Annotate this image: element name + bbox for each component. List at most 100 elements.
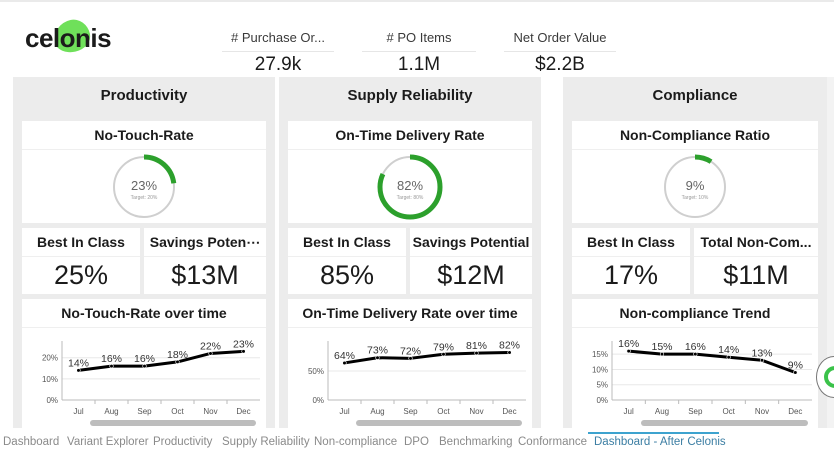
data-point[interactable] [375, 355, 380, 360]
gauge-chart: 23% Target: 20% [111, 154, 177, 220]
gauge-fill-arc [662, 154, 728, 220]
x-tick-label: Aug [655, 407, 669, 416]
column-supply-reliability: Supply Reliability On-Time Delivery Rate 8… [279, 77, 541, 428]
x-tick-label: Dec [502, 407, 516, 416]
data-label: 15% [651, 341, 672, 353]
active-tab-indicator [588, 432, 719, 434]
data-label: 18% [167, 349, 188, 361]
data-label: 79% [433, 341, 454, 353]
x-tick-label: Jul [73, 407, 83, 416]
tab-conformance[interactable]: Conformance [518, 436, 588, 448]
column-title: Productivity [100, 87, 188, 104]
chart-horizontal-scrollbar[interactable] [641, 420, 808, 426]
data-label: 13% [751, 347, 772, 359]
data-point[interactable] [76, 368, 81, 373]
y-tick-label: 0% [312, 396, 324, 405]
stat-label: Best In Class [22, 228, 140, 257]
x-tick-label: Dec [236, 407, 250, 416]
trend-chart-card: Non-compliance Trend 0% 5% 10% 15% Jul Aug Sep O… [572, 299, 818, 428]
data-point[interactable] [441, 352, 446, 357]
tab-dashboard-after-celonis[interactable]: Dashboard - After Celonis [594, 436, 726, 448]
line-chart: 0% 50% Jul Aug Sep Oct Nov Dec 64% 73% 72% 79% 81% 82… [308, 340, 526, 416]
chart-title: On-Time Delivery Rate over time [288, 299, 532, 328]
best-in-class-card: Best In Class 85% [288, 228, 406, 294]
x-tick-label: Nov [203, 407, 217, 416]
chart-title: Non-compliance Trend [572, 299, 818, 328]
kpi-purchase-orders: # Purchase Or... 27.9k [222, 30, 334, 76]
x-tick-label: Nov [469, 407, 483, 416]
data-label: 14% [718, 344, 739, 356]
tab-variant-explorer[interactable]: Variant Explorer [67, 436, 149, 448]
tab-benchmarking[interactable]: Benchmarking [439, 436, 513, 448]
kpi-net-order-value: Net Order Value $2.2B [504, 30, 616, 76]
y-tick-label: 10% [42, 375, 58, 384]
gauge-target: Target: 80% [397, 195, 424, 201]
data-point[interactable] [175, 359, 180, 365]
data-point[interactable] [109, 364, 114, 369]
data-point[interactable] [626, 349, 631, 354]
savings-card: Total Non-Com... $11M [694, 228, 818, 294]
savings-card: Savings Poten⋯ $13M [144, 228, 266, 294]
data-point[interactable] [659, 352, 665, 357]
tab-dpo[interactable]: DPO [404, 436, 429, 448]
right-scroll-area [827, 77, 834, 428]
chart-horizontal-scrollbar[interactable] [356, 420, 522, 426]
stat-value: $13M [171, 260, 239, 290]
tab-dashboard[interactable]: Dashboard [3, 436, 60, 448]
data-label: 22% [200, 340, 221, 352]
data-label: 16% [618, 338, 639, 350]
trend-chart-card: On-Time Delivery Rate over time 0% 50% Jul A… [288, 299, 532, 428]
column-compliance: Compliance Non-Compliance Ratio 9% Target: … [563, 77, 827, 428]
y-tick-label: 0% [596, 396, 608, 405]
stat-label: Best In Class [288, 228, 406, 257]
column-title: Supply Reliability [347, 87, 473, 104]
tab-non-compliance[interactable]: Non-compliance [314, 436, 398, 448]
data-point[interactable] [142, 364, 147, 369]
data-point[interactable] [342, 360, 347, 366]
stat-value: 25% [53, 260, 109, 290]
x-tick-label: Oct [437, 407, 450, 416]
data-label: 23% [233, 338, 254, 350]
data-point[interactable] [474, 351, 479, 356]
data-label: 16% [134, 353, 155, 365]
gauge-value: 23% [131, 178, 157, 193]
data-label: 72% [400, 345, 421, 357]
tab-productivity[interactable]: Productivity [153, 436, 213, 448]
data-point[interactable] [726, 355, 731, 360]
gauge-chart: 82% Target: 80% [377, 154, 443, 220]
x-tick-label: Oct [722, 407, 735, 416]
x-tick-label: Aug [370, 407, 384, 416]
kpi-value: $2.2B [535, 54, 585, 75]
y-tick-label: 15% [592, 350, 608, 359]
chart-horizontal-scrollbar[interactable] [90, 420, 256, 426]
x-tick-label: Oct [171, 407, 184, 416]
x-tick-label: Jul [624, 407, 634, 416]
tab-supply-reliability[interactable]: Supply Reliability [222, 436, 310, 448]
stat-value: 85% [319, 260, 375, 290]
data-point[interactable] [693, 352, 698, 357]
gauge-card: Non-Compliance Ratio 9% Target: 10% [572, 121, 818, 223]
x-tick-label: Sep [688, 407, 703, 416]
data-point[interactable] [759, 358, 765, 363]
logo-text: celonis [25, 23, 112, 53]
stat-label: Savings Potential [410, 228, 532, 257]
stat-label: Best In Class [572, 228, 690, 257]
data-label: 73% [367, 345, 388, 357]
line-chart: 0% 10% 20% Jul Aug Sep Oct Nov Dec 14% 16% 16% 18% 22… [42, 338, 260, 416]
kpi-label: # Purchase Or... [222, 30, 334, 52]
kpi-label: Net Order Value [504, 30, 616, 52]
data-point[interactable] [208, 351, 213, 356]
data-point[interactable] [241, 349, 246, 354]
x-tick-label: Sep [137, 407, 152, 416]
data-label: 9% [788, 360, 803, 372]
data-label: 81% [466, 340, 487, 352]
gauge-container: 9% Target: 10% [572, 151, 818, 223]
chart-title: No-Touch-Rate over time [22, 299, 266, 328]
data-point[interactable] [793, 370, 798, 375]
column-title: Compliance [652, 87, 738, 104]
data-point[interactable] [408, 356, 413, 361]
data-point[interactable] [507, 350, 512, 355]
kpi-value: 1.1M [397, 54, 441, 75]
x-tick-label: Nov [755, 407, 769, 416]
